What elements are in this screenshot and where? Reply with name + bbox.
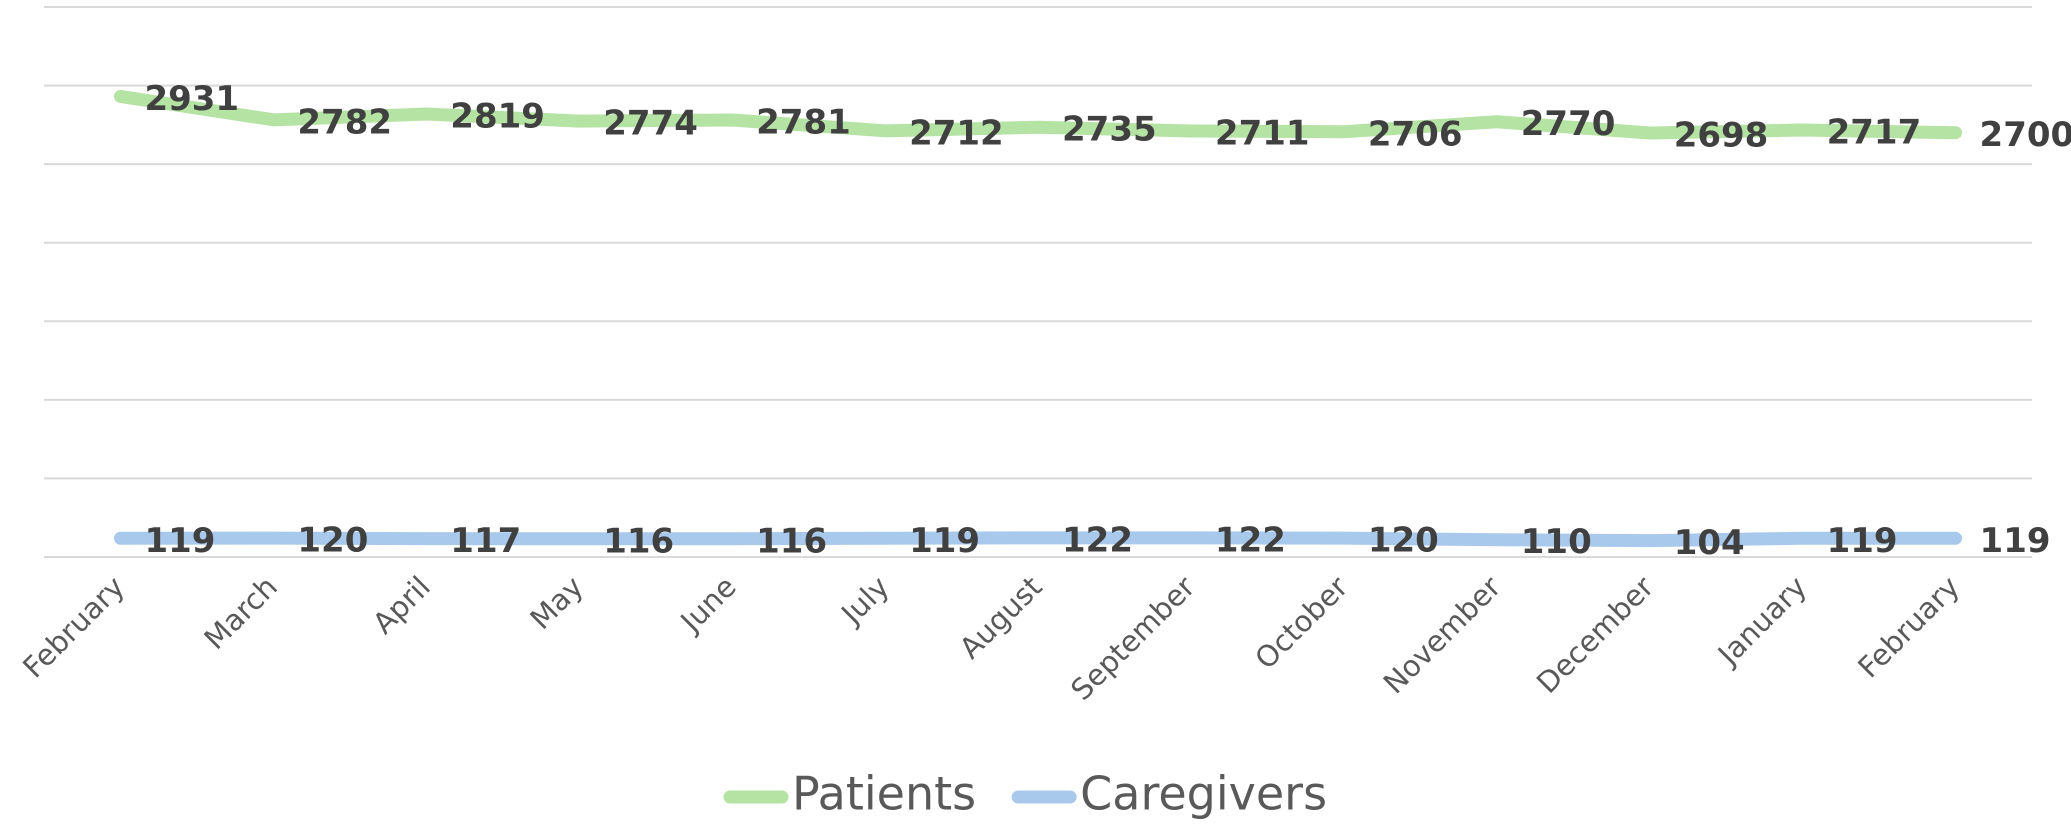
data-label: 120 bbox=[1368, 521, 1439, 561]
x-tick-label: March bbox=[197, 570, 284, 657]
data-label: 2782 bbox=[297, 102, 392, 142]
data-label: 110 bbox=[1521, 522, 1592, 562]
x-tick-label: December bbox=[1530, 570, 1660, 700]
data-label: 122 bbox=[1215, 520, 1286, 560]
data-label: 2774 bbox=[603, 104, 698, 144]
data-label: 2711 bbox=[1215, 113, 1310, 153]
data-label: 104 bbox=[1674, 523, 1745, 563]
data-label: 2735 bbox=[1062, 110, 1157, 150]
x-tick-label: June bbox=[673, 570, 743, 640]
data-label: 2819 bbox=[450, 97, 545, 137]
x-tick-label: May bbox=[523, 570, 589, 636]
x-tick-label: January bbox=[1710, 570, 1813, 673]
data-label: 2700 bbox=[1980, 115, 2071, 155]
legend: Patients Caregivers bbox=[723, 767, 1327, 821]
data-label: 122 bbox=[1062, 520, 1133, 560]
x-tick-label: February bbox=[16, 570, 131, 685]
x-tick-label: September bbox=[1064, 570, 1201, 707]
data-label: 2698 bbox=[1674, 116, 1769, 156]
series-line bbox=[113, 531, 1963, 548]
data-label: 2706 bbox=[1368, 114, 1463, 154]
legend-label: Patients bbox=[792, 767, 976, 821]
legend-label: Caregivers bbox=[1080, 767, 1327, 821]
series-line bbox=[113, 89, 1963, 140]
data-label: 2781 bbox=[756, 102, 851, 142]
data-label: 116 bbox=[603, 521, 674, 561]
x-tick-label: August bbox=[953, 570, 1049, 666]
data-label: 119 bbox=[144, 521, 215, 561]
data-label: 119 bbox=[1980, 521, 2051, 561]
x-tick-label: July bbox=[833, 570, 895, 632]
data-label: 2770 bbox=[1521, 104, 1616, 144]
data-label: 119 bbox=[1827, 521, 1898, 561]
x-tick-label: February bbox=[1851, 570, 1966, 685]
x-tick-label: April bbox=[366, 570, 437, 641]
data-label: 117 bbox=[450, 521, 521, 561]
data-label: 119 bbox=[909, 521, 980, 561]
data-label: 2931 bbox=[144, 79, 239, 119]
data-label: 116 bbox=[756, 521, 827, 561]
x-tick-label: October bbox=[1248, 570, 1354, 676]
data-label: 2712 bbox=[909, 113, 1004, 153]
data-label: 120 bbox=[297, 521, 368, 561]
x-tick-label: November bbox=[1377, 570, 1508, 701]
data-label: 2717 bbox=[1827, 113, 1922, 153]
